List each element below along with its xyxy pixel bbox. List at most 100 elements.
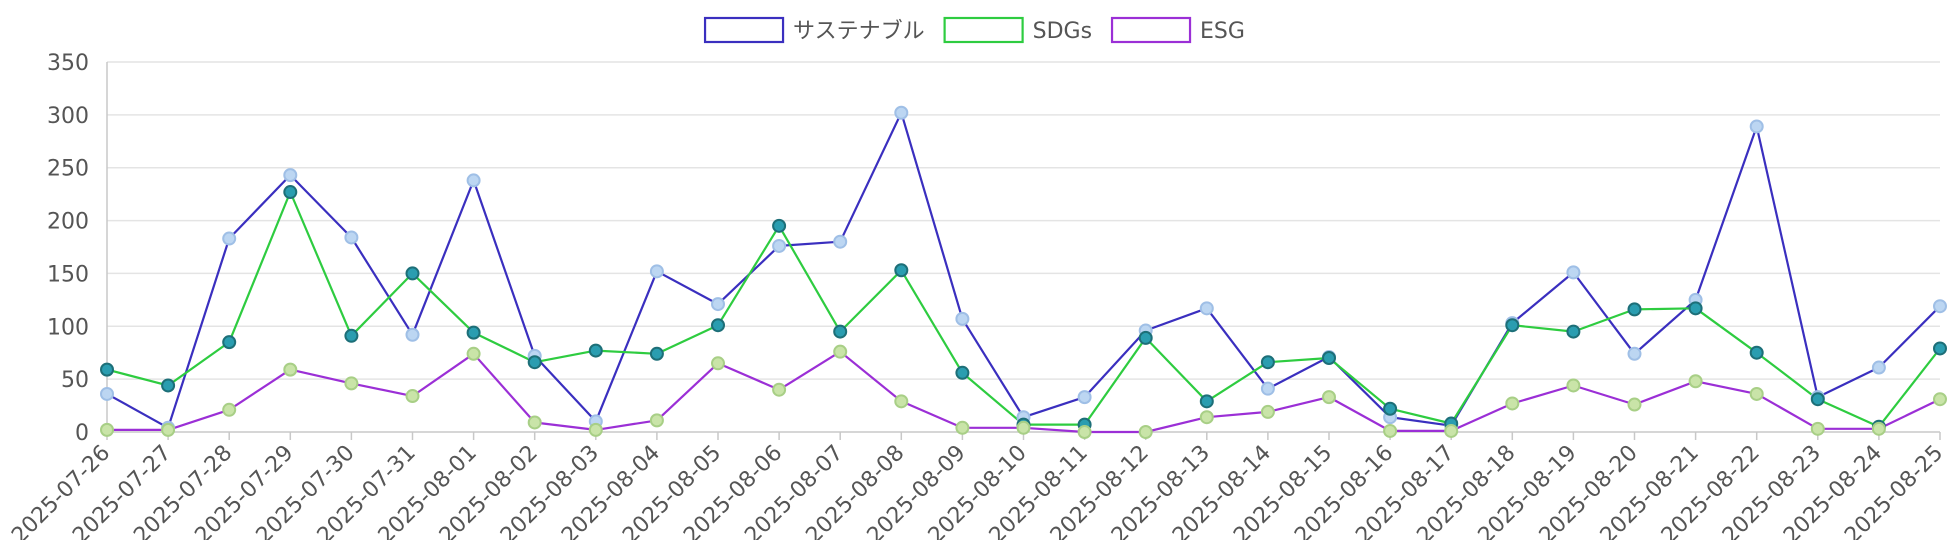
data-point-series-0[interactable] [1260,381,1275,396]
data-point-series-1[interactable] [1627,302,1642,317]
data-point-series-0[interactable] [344,230,359,245]
data-point-series-2[interactable] [649,413,664,428]
y-tick-label: 150 [47,262,89,287]
data-point-series-1[interactable] [1810,392,1825,407]
data-point-series-0[interactable] [833,234,848,249]
data-point-series-1[interactable] [833,324,848,339]
y-tick-label: 200 [47,210,89,235]
data-point-series-2[interactable] [1871,421,1886,436]
legend-swatch [1110,16,1192,44]
data-point-series-2[interactable] [344,376,359,391]
data-point-series-1[interactable] [1566,324,1581,339]
data-point-series-1[interactable] [588,343,603,358]
legend-label: ESG [1200,19,1245,44]
data-point-series-2[interactable] [1810,421,1825,436]
y-axis: 0 50 100 150 200 250 300 350 [47,51,108,446]
data-point-series-2[interactable] [1444,423,1459,438]
series-line-0 [106,111,1941,429]
data-point-series-2[interactable] [222,402,237,417]
data-point-series-0[interactable] [711,297,725,312]
data-point-series-2[interactable] [1260,404,1275,419]
data-point-series-1[interactable] [100,362,114,377]
data-point-series-2[interactable] [772,382,787,397]
data-point-series-2[interactable] [283,362,298,377]
data-point-series-1[interactable] [466,325,481,340]
legend-item-2[interactable]: ESG [1110,16,1245,44]
data-point-series-0[interactable] [1933,299,1947,314]
data-point-series-0[interactable] [1566,265,1581,280]
data-point-series-0[interactable] [1077,390,1092,405]
y-tick-label: 50 [61,368,89,393]
data-point-series-0[interactable] [222,231,237,246]
data-point-series-1[interactable] [405,266,420,281]
data-point-series-0[interactable] [405,327,420,342]
data-point-series-0[interactable] [894,105,909,120]
data-point-series-2[interactable] [1383,423,1398,438]
x-axis: 2025-07-262025-07-272025-07-282025-07-29… [7,432,1948,540]
data-point-series-1[interactable] [1749,345,1764,360]
data-point-series-1[interactable] [711,318,725,333]
data-point-series-2[interactable] [1077,425,1092,439]
data-point-series-1[interactable] [894,263,909,278]
y-tick-label: 350 [47,51,89,76]
data-point-series-2[interactable] [1138,425,1153,439]
data-point-series-1[interactable] [161,378,176,393]
data-point-series-2[interactable] [1016,420,1031,435]
data-point-series-1[interactable] [772,218,787,233]
data-point-series-2[interactable] [833,344,848,359]
data-point-series-0[interactable] [649,264,664,279]
series-line-1 [106,190,1941,428]
data-point-series-2[interactable] [100,422,114,437]
legend-item-1[interactable]: SDGs [943,16,1092,44]
data-point-series-1[interactable] [527,355,542,370]
data-point-series-2[interactable] [1566,378,1581,393]
data-point-series-1[interactable] [1138,330,1153,345]
data-point-series-2[interactable] [1505,396,1520,411]
data-point-series-0[interactable] [1749,119,1764,134]
data-point-series-2[interactable] [527,415,542,430]
data-point-series-0[interactable] [772,238,787,253]
data-point-series-1[interactable] [344,328,359,343]
data-point-series-1[interactable] [1688,301,1703,316]
data-point-series-2[interactable] [955,420,970,435]
data-point-series-0[interactable] [1627,346,1642,361]
data-point-series-0[interactable] [955,311,970,326]
data-point-series-1[interactable] [649,346,664,361]
data-point-series-2[interactable] [466,346,481,361]
data-point-series-1[interactable] [1505,318,1520,333]
data-point-series-2[interactable] [1688,374,1703,389]
data-point-series-1[interactable] [1260,355,1275,370]
y-tick-label: 0 [75,421,89,446]
data-point-series-2[interactable] [894,394,909,409]
legend-label: SDGs [1033,19,1092,44]
data-point-series-1[interactable] [955,365,970,380]
series-lines [106,111,1941,434]
legend-swatch [943,16,1024,44]
legend-item-0[interactable]: サステナブル [703,16,925,44]
data-point-series-2[interactable] [1199,410,1214,425]
data-point-series-1[interactable] [1933,341,1947,356]
data-point-series-2[interactable] [1627,397,1642,412]
data-point-series-0[interactable] [1199,301,1214,316]
legend[interactable]: サステナブル SDGs ESG [703,16,1245,44]
data-point-series-1[interactable] [283,185,298,200]
data-point-series-2[interactable] [1322,390,1336,405]
data-point-series-2[interactable] [1749,386,1764,401]
data-point-series-1[interactable] [1322,351,1336,365]
legend-swatch [703,16,785,44]
y-tick-label: 300 [47,104,89,129]
data-point-series-0[interactable] [466,173,481,188]
data-point-series-0[interactable] [100,386,114,401]
data-point-series-2[interactable] [711,356,725,371]
data-point-series-0[interactable] [283,168,298,183]
data-point-series-2[interactable] [161,422,176,437]
data-point-series-2[interactable] [405,389,420,404]
data-point-series-1[interactable] [1383,401,1398,416]
data-point-series-0[interactable] [1871,360,1886,375]
data-point-series-1[interactable] [222,335,237,350]
data-point-series-2[interactable] [588,422,603,437]
data-point-series-2[interactable] [1933,392,1947,407]
data-point-series-1[interactable] [1199,394,1214,409]
